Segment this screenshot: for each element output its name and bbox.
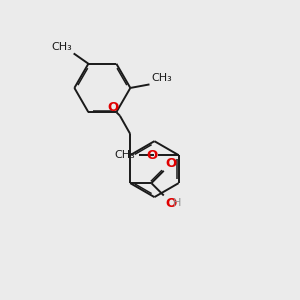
Text: CH₃: CH₃ (115, 150, 135, 160)
Text: H: H (173, 198, 182, 208)
Text: O: O (107, 101, 119, 114)
Text: CH₃: CH₃ (51, 42, 72, 52)
Text: O: O (165, 157, 176, 169)
Text: CH₃: CH₃ (151, 73, 172, 83)
Text: O: O (146, 149, 157, 162)
Text: O: O (165, 197, 176, 210)
